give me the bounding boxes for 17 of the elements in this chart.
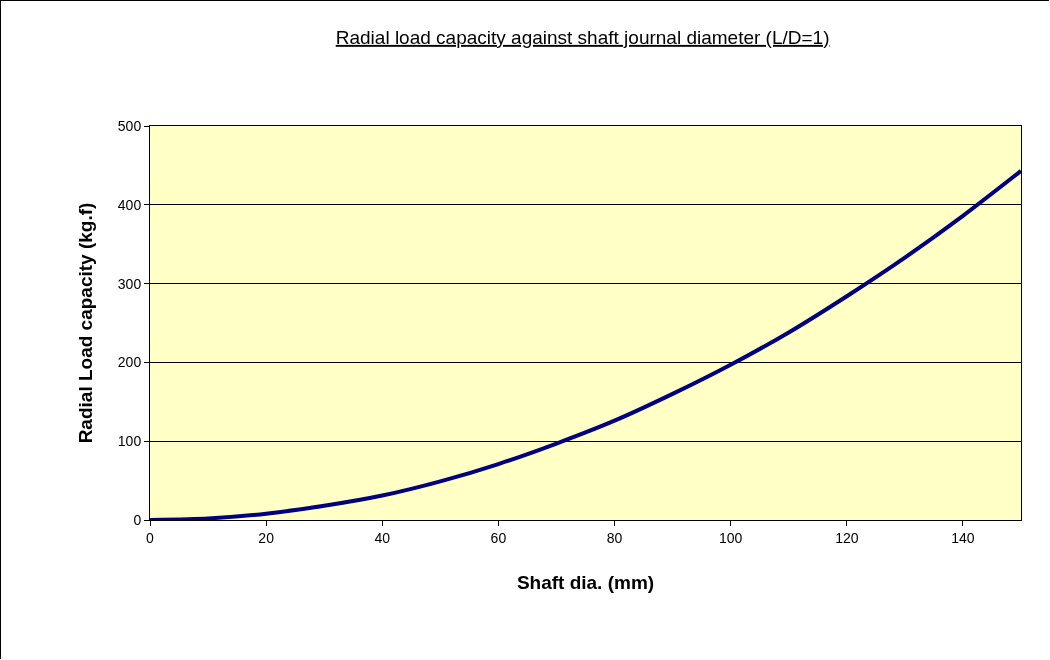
- y-tick-label: 500: [117, 117, 142, 134]
- x-tick-label: 0: [146, 529, 155, 546]
- x-tick-label: 80: [606, 529, 623, 546]
- y-tick-label: 400: [117, 196, 142, 213]
- x-tick-label: 140: [951, 529, 975, 546]
- x-axis-title: Shaft dia. (mm): [516, 571, 655, 593]
- y-tick-label: 300: [117, 275, 142, 292]
- x-tick-label: 100: [718, 529, 743, 546]
- y-axis-title: Radial Load capacity (kg.f): [74, 202, 96, 444]
- chart-title: Radial load capacity against shaft journal diameter (L/D=1): [335, 26, 830, 48]
- y-tick-label: 200: [117, 354, 142, 371]
- y-tick-label: 100: [117, 433, 142, 450]
- y-tick-label: 0: [133, 511, 142, 528]
- x-tick-label: 40: [374, 529, 391, 546]
- x-tick-label: 20: [258, 529, 275, 546]
- x-tick-label: 120: [835, 529, 859, 546]
- x-tick-label: 60: [490, 529, 507, 546]
